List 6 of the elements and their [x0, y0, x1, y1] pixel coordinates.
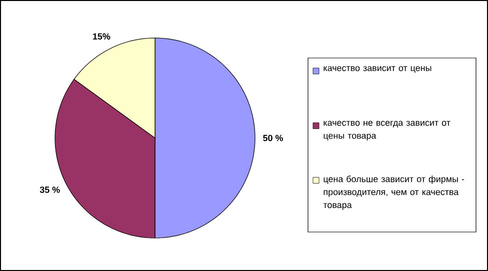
data-label: 15% — [93, 33, 110, 40]
data-label: 50 % — [263, 134, 283, 142]
legend-label: качество зависит от цены — [324, 66, 432, 73]
legend-label: качество не всегда зависит от цены товара — [324, 120, 450, 141]
legend-label: цена больше зависит от фирмы - производителя, чем от качества товара — [323, 175, 464, 210]
data-label: 35 % — [40, 186, 60, 193]
